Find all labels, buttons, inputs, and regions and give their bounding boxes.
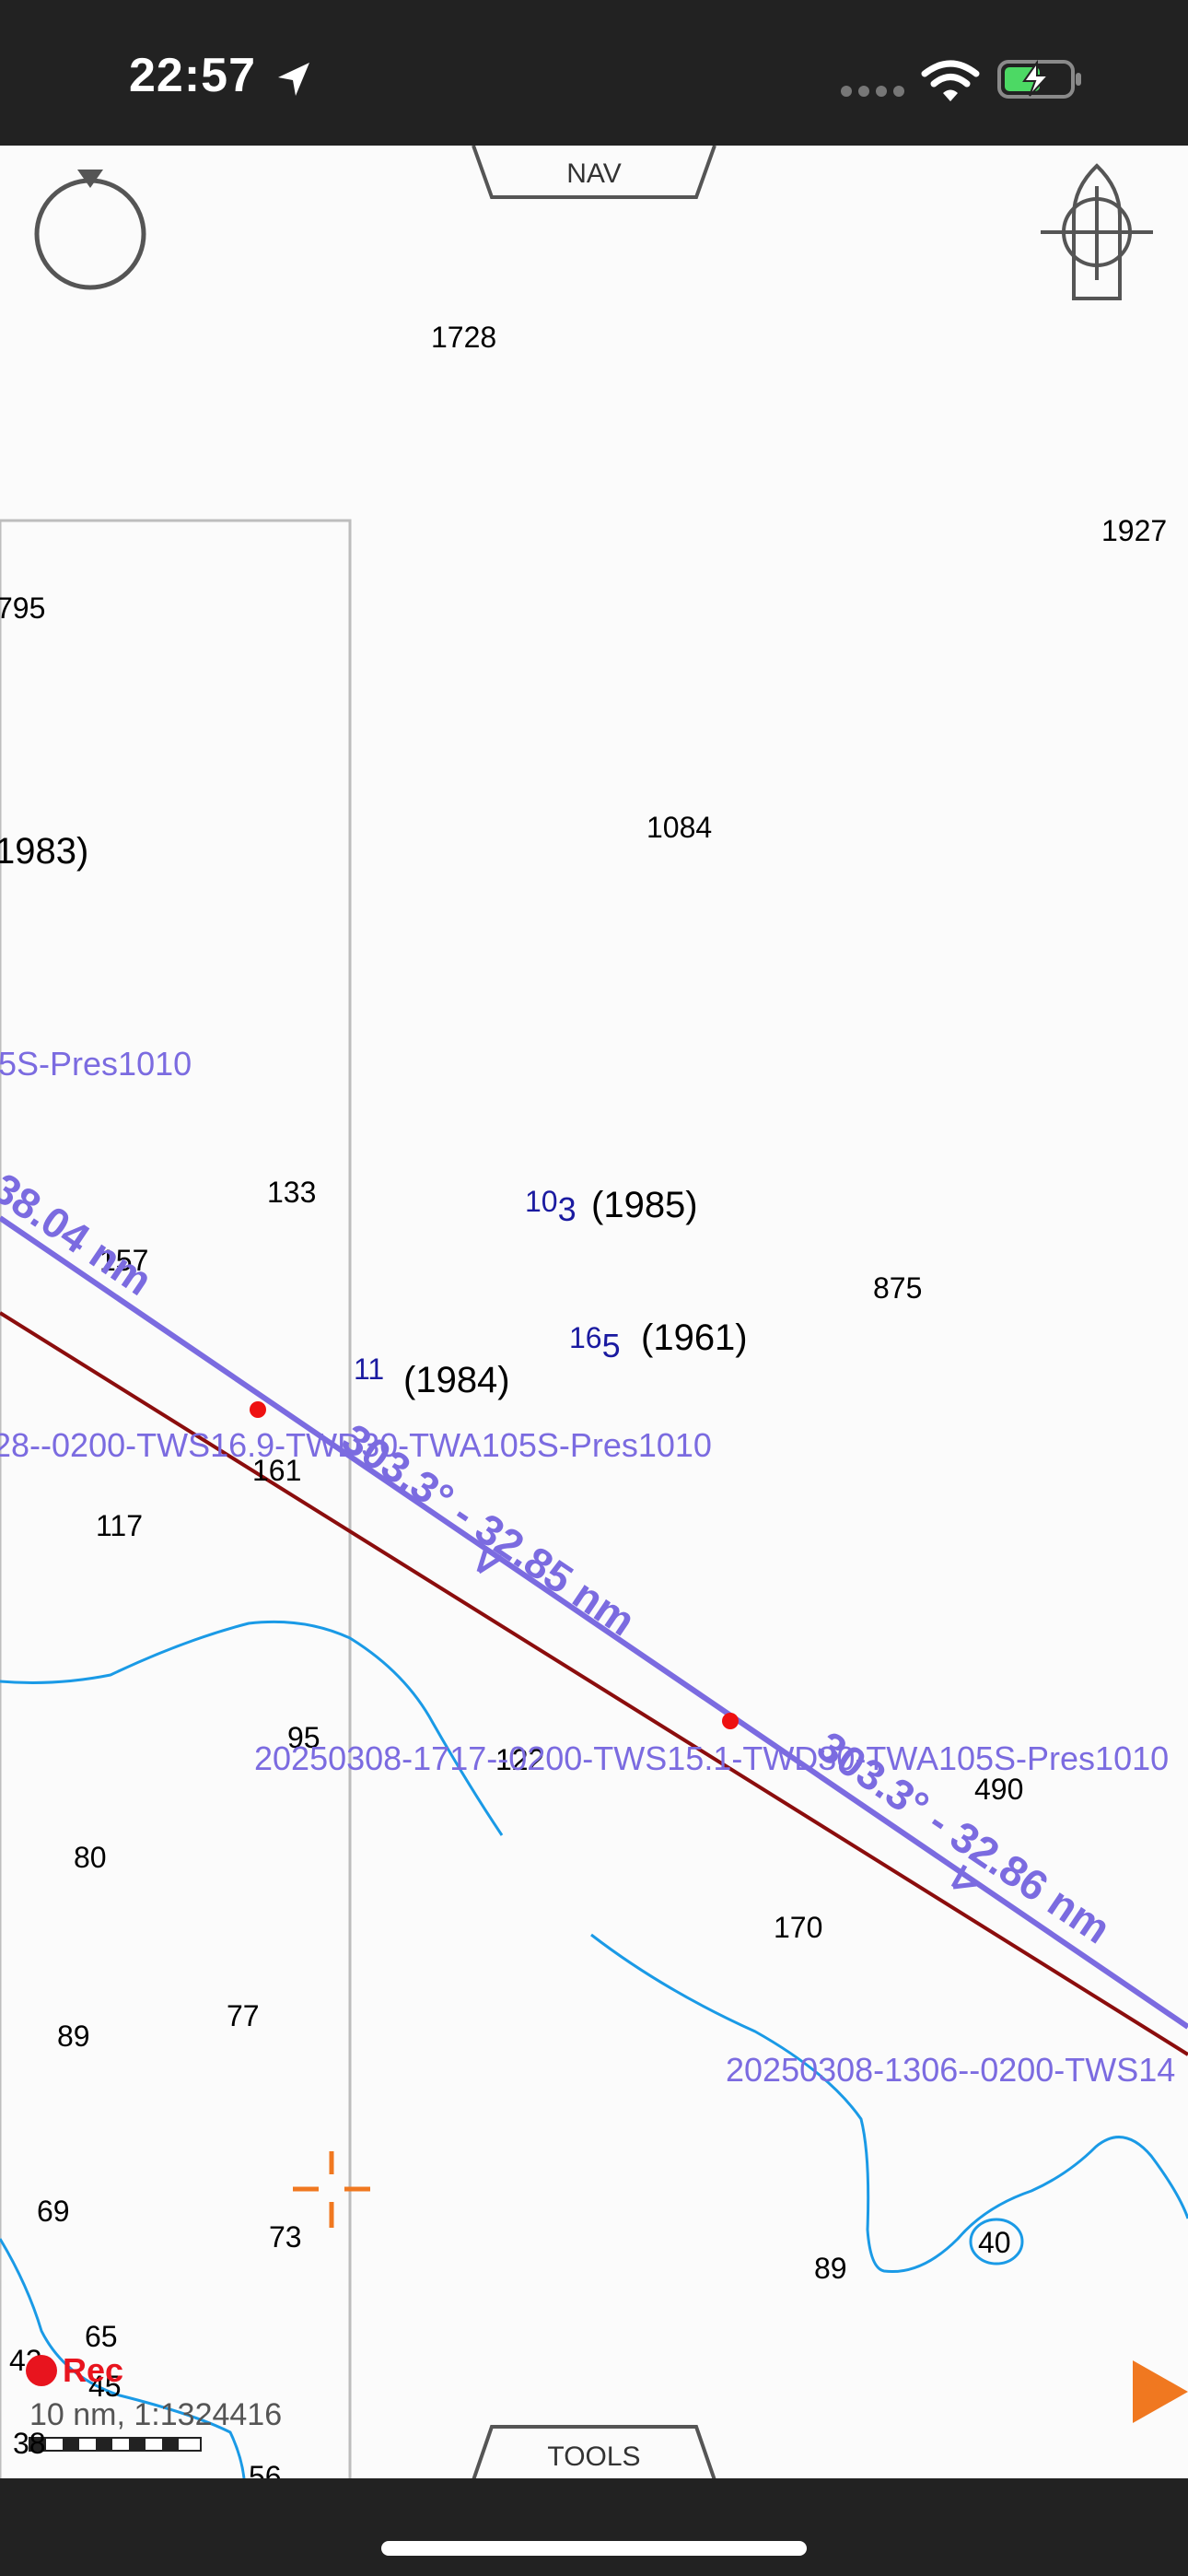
route-name-label: 28--0200-TWS16.9-TWD30-TWA105S-Pres1010 <box>0 1426 712 1464</box>
sounding-sub: 3 <box>557 1190 577 1228</box>
wifi-icon <box>921 60 980 101</box>
rotate-icon[interactable] <box>31 166 149 295</box>
sounding-label: 103 <box>525 1181 577 1228</box>
tab-tools-label: TOOLS <box>547 2441 641 2472</box>
center-crosshair <box>293 2151 370 2228</box>
record-indicator-icon <box>26 2355 57 2386</box>
scale-label: 10 nm, 1:1324416 <box>29 2397 283 2432</box>
depth-label: 170 <box>774 1911 823 1944</box>
sounding-label: 165 <box>569 1317 621 1364</box>
home-bar <box>0 2478 1188 2576</box>
depth-label: 65 <box>85 2320 118 2353</box>
tab-tools[interactable]: TOOLS <box>470 2423 718 2480</box>
depth-label: 1728 <box>431 321 497 354</box>
scale-bar <box>29 2437 202 2452</box>
survey-year-label: (1985) <box>591 1185 698 1225</box>
chart-canvas[interactable] <box>0 146 1188 2478</box>
depth-label: 117 <box>96 1509 144 1542</box>
depth-label: 89 <box>57 2020 90 2053</box>
depth-contour <box>969 2218 1024 2266</box>
signal-dots-icon <box>841 86 904 97</box>
depth-label: 69 <box>37 2195 70 2228</box>
depth-label: 133 <box>267 1176 317 1209</box>
location-arrow-icon <box>278 63 309 96</box>
sounding-sub: 5 <box>601 1327 621 1364</box>
survey-year-label: (1961) <box>641 1317 748 1358</box>
depth-label: 490 <box>974 1773 1024 1806</box>
play-icon[interactable] <box>1133 2360 1188 2423</box>
boat-center-icon[interactable] <box>1037 160 1157 308</box>
depth-contour <box>0 2238 246 2478</box>
depth-label: 1927 <box>1101 514 1168 547</box>
depth-label: 77 <box>227 1999 260 2032</box>
depth-label: 38 <box>13 2427 46 2460</box>
depth-label: 89 <box>814 2252 847 2285</box>
route-name-label: 5S-Pres1010 <box>0 1045 192 1083</box>
status-bar: 22:57 <box>0 0 1188 146</box>
depth-label: 122 <box>495 1743 545 1776</box>
status-time: 22:57 <box>129 49 256 102</box>
record-label[interactable]: Rec <box>63 2351 124 2389</box>
route-name-label: 20250308-1717--0200-TWS15.1-TWD30-TWA105… <box>254 1739 1170 1777</box>
depth-contour <box>590 1933 1188 2274</box>
depth-contour <box>0 1620 504 1836</box>
depth-label: 1084 <box>646 811 713 844</box>
waypoint[interactable] <box>250 1401 266 1418</box>
tab-nav-label: NAV <box>566 158 622 189</box>
sounding-main: 11 <box>354 1352 385 1386</box>
route-name-label: 20250308-1306--0200-TWS14 <box>726 2051 1176 2089</box>
depth-label: 95 <box>287 1721 320 1754</box>
survey-year-label: (1984) <box>403 1360 510 1400</box>
sounding-main: 16 <box>569 1321 602 1354</box>
depth-label: 875 <box>873 1271 923 1305</box>
depth-label: 80 <box>74 1841 107 1874</box>
route-direction-arrow <box>476 1547 504 1575</box>
track-line <box>0 1311 1188 2056</box>
sounding-main: 10 <box>525 1185 558 1218</box>
tab-nav[interactable]: NAV <box>470 146 718 201</box>
battery-charging-icon <box>997 59 1081 99</box>
waypoint[interactable] <box>722 1713 739 1729</box>
home-indicator[interactable] <box>381 2541 807 2556</box>
depth-label: 40 <box>978 2226 1011 2259</box>
route-line[interactable] <box>0 1215 1188 2030</box>
depth-label: 73 <box>269 2220 302 2254</box>
route-direction-arrow <box>950 1864 977 1890</box>
survey-year-label: 1983) <box>0 831 89 872</box>
depth-label: 161 <box>252 1454 302 1487</box>
chart-panel-border <box>0 519 352 2478</box>
depth-label: 157 <box>99 1244 149 1277</box>
sounding-label: 11 <box>354 1352 384 1387</box>
depth-label: 795 <box>0 591 46 625</box>
depth-label: 45 <box>88 2370 122 2403</box>
